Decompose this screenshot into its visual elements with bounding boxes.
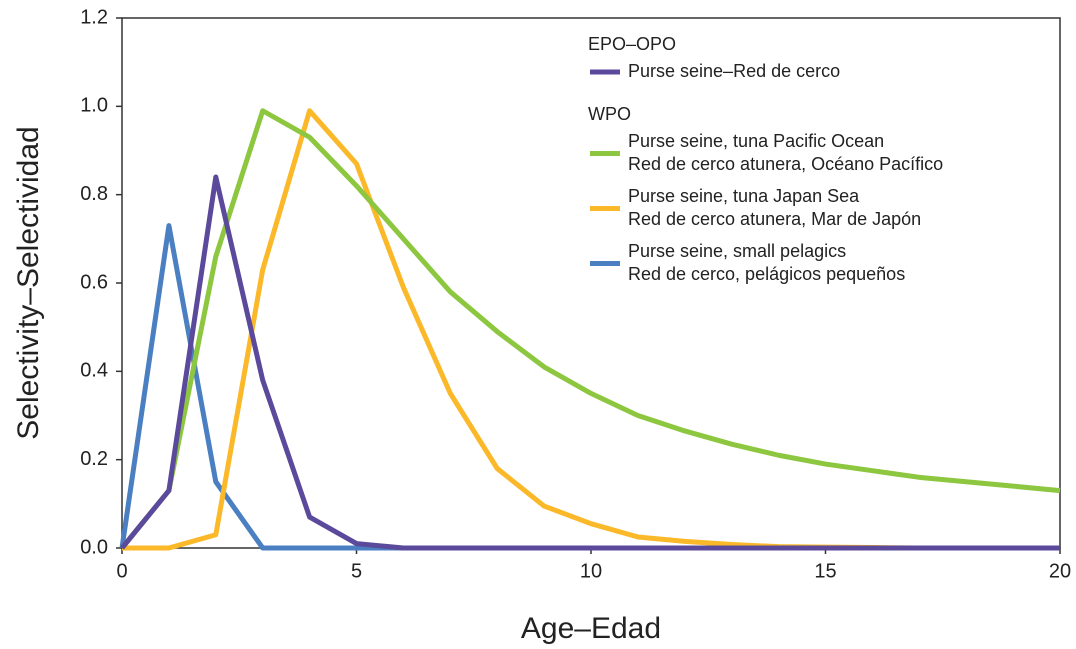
legend-label: Red de cerco atunera, Mar de Japón <box>628 209 921 229</box>
y-tick-label: 0.0 <box>80 536 108 558</box>
legend-label: Red de cerco, pelágicos pequeños <box>628 264 905 284</box>
y-axis-title: Selectivity–Selectividad <box>12 126 45 440</box>
legend-label: Red de cerco atunera, Océano Pacífico <box>628 154 943 174</box>
x-tick-label: 20 <box>1049 560 1071 582</box>
x-tick-label: 10 <box>580 560 602 582</box>
series-line <box>120 174 1060 551</box>
x-tick-label: 0 <box>116 560 127 582</box>
y-tick-label: 1.2 <box>80 6 108 28</box>
y-tick-label: 0.6 <box>80 271 108 293</box>
y-tick-label: 0.2 <box>80 448 108 470</box>
series-line <box>122 108 1060 551</box>
series-line <box>120 108 1061 550</box>
y-tick-label: 1.0 <box>80 95 108 117</box>
legend-label: Purse seine, small pelagics <box>628 241 846 261</box>
legend-label: Purse seine, tuna Pacific Ocean <box>628 131 884 151</box>
legend-group-title: EPO–OPO <box>588 34 676 54</box>
legend-label: Purse seine–Red de cerco <box>628 61 840 81</box>
y-tick-label: 0.8 <box>80 183 108 205</box>
y-tick-label: 0.4 <box>80 360 108 382</box>
x-axis-title: Age–Edad <box>521 612 661 645</box>
legend-group-title: WPO <box>588 104 631 124</box>
x-tick-label: 5 <box>351 560 362 582</box>
legend-label: Purse seine, tuna Japan Sea <box>628 186 860 206</box>
x-tick-label: 15 <box>814 560 836 582</box>
